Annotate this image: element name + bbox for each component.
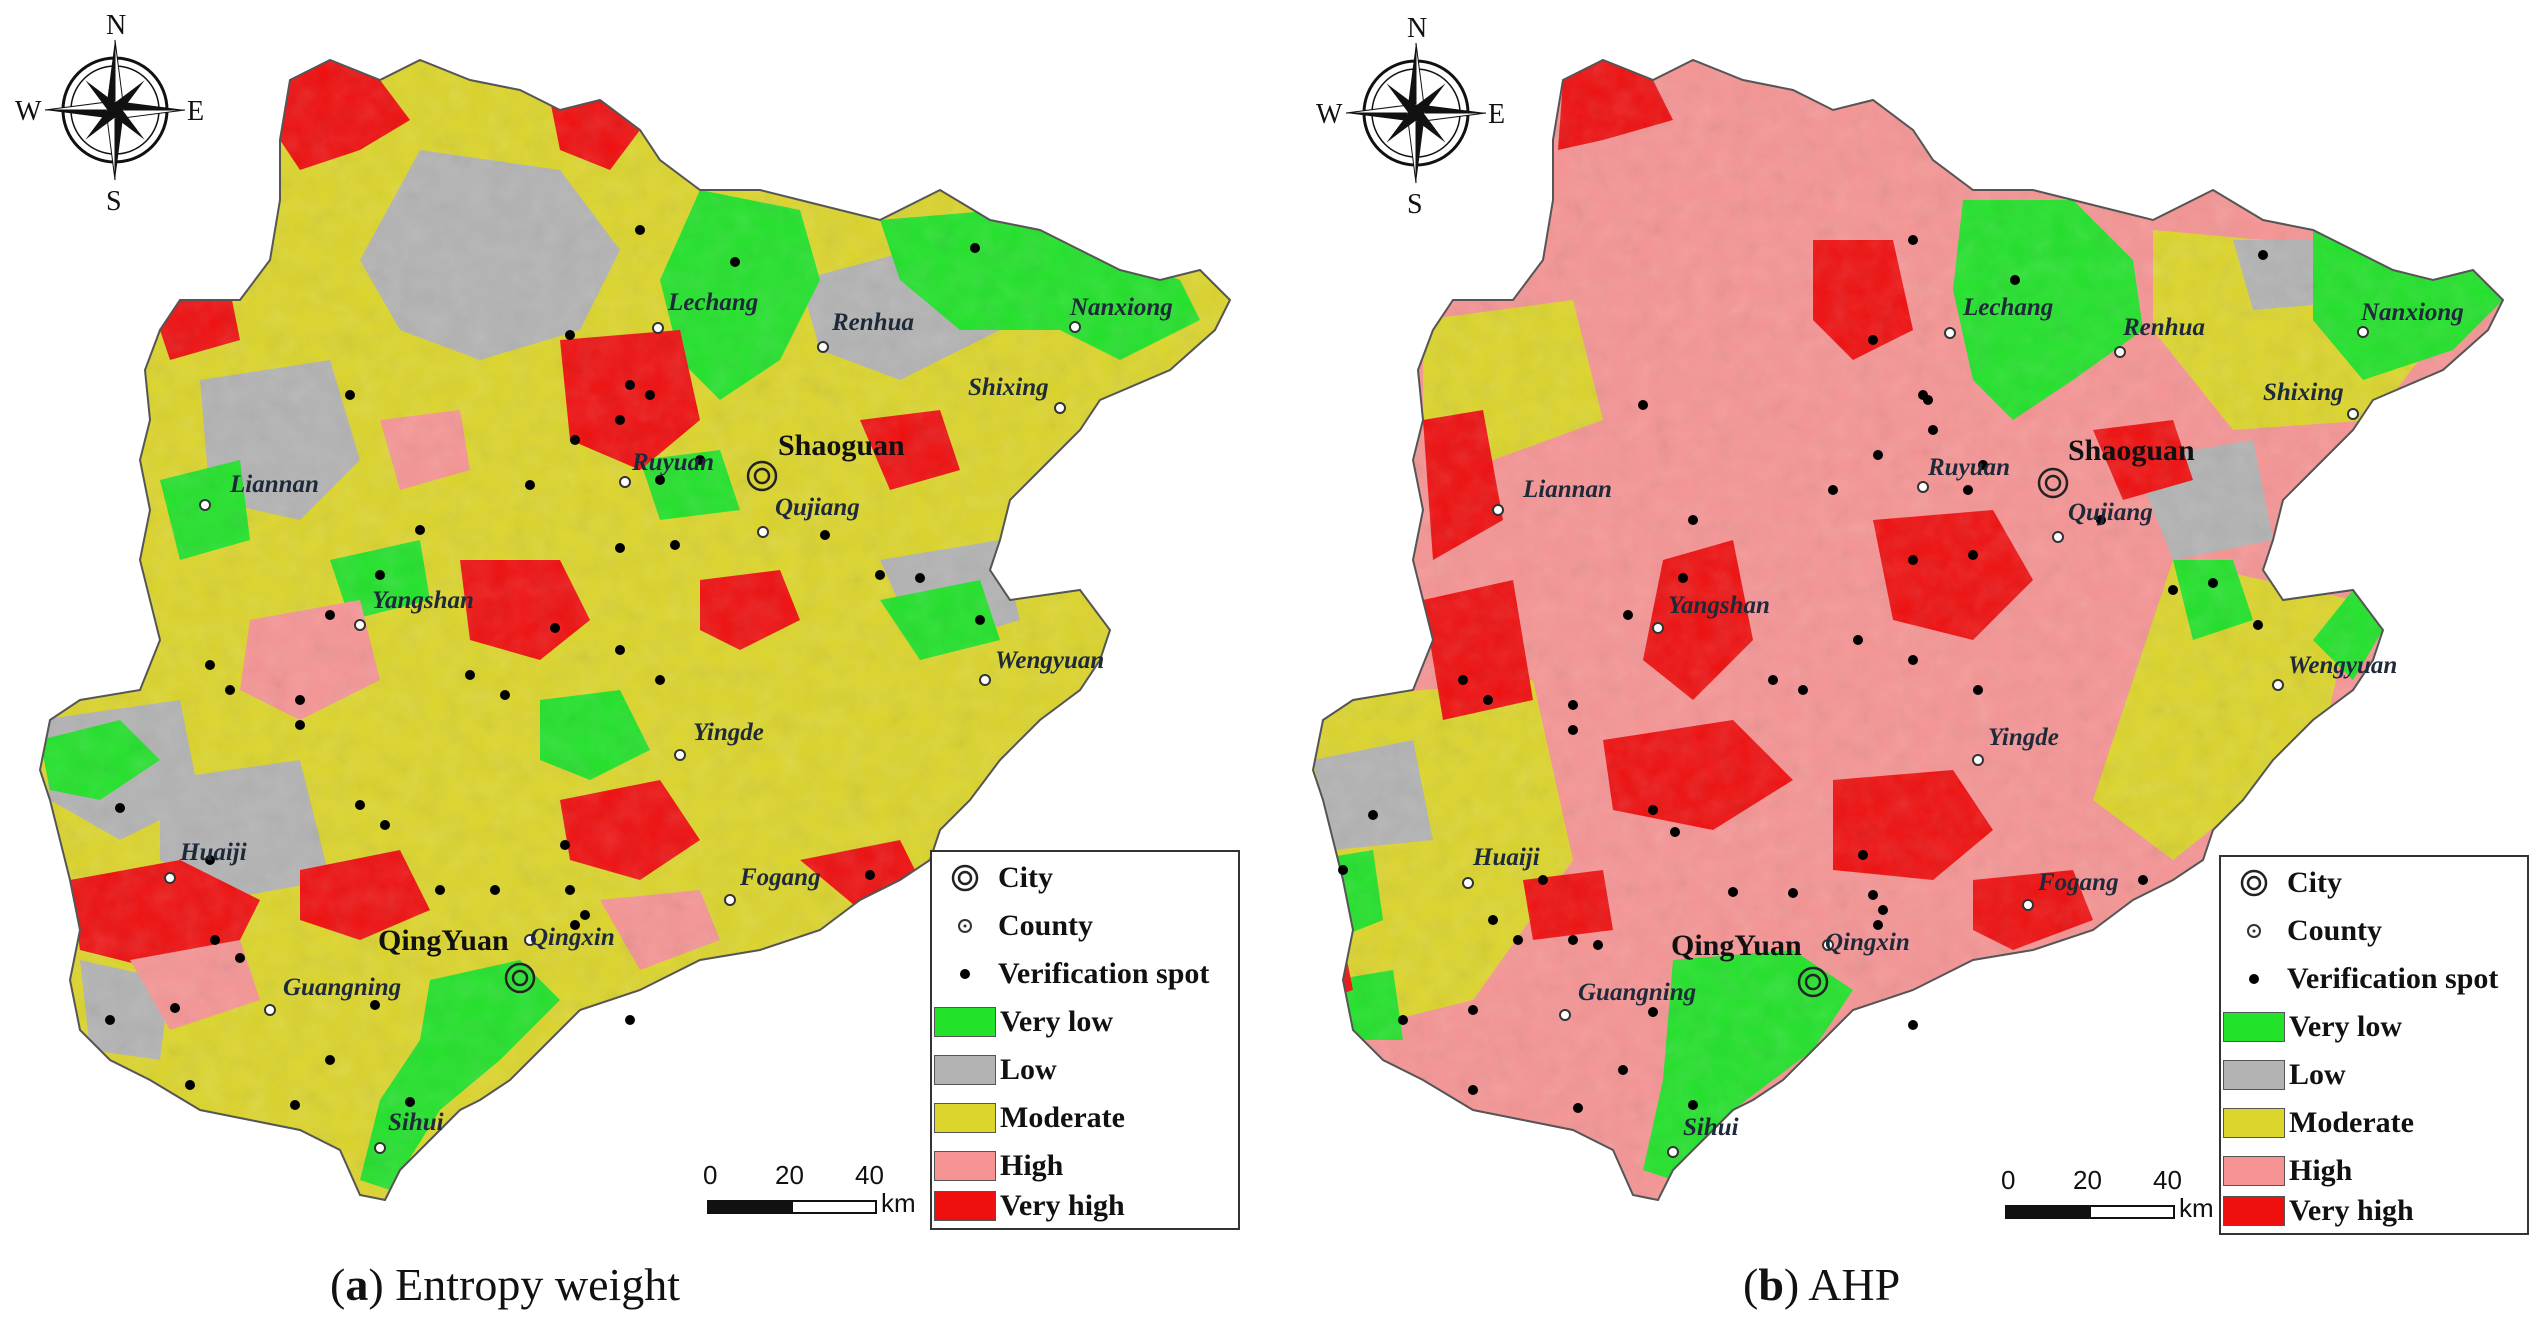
county-icon — [2247, 924, 2261, 938]
panel-ahp: Lechang Renhua Nanxiong Shixing Shaoguan… — [1273, 0, 2546, 1342]
legend-low: Low — [2221, 1051, 2346, 1099]
legend-moderate: Moderate — [932, 1094, 1125, 1142]
label-wengyuan: Wengyuan — [2288, 652, 2397, 679]
compass-rose-icon: N S E W — [1316, 13, 1505, 220]
compass-n: N — [106, 10, 126, 41]
legend: City County Verification spot Very low L… — [2219, 855, 2529, 1235]
label-ruyuan: Ruyuan — [631, 449, 714, 476]
county-markers — [164, 321, 1081, 1154]
verification-spot-icon — [960, 969, 970, 979]
label-lechang: Lechang — [667, 289, 758, 316]
label-lechang: Lechang — [1962, 294, 2053, 321]
label-sihui: Sihui — [1683, 1114, 1739, 1141]
label-ruyuan: Ruyuan — [1927, 454, 2010, 481]
caption-b: (b) AHP — [1743, 1259, 1901, 1310]
city-icon — [951, 864, 979, 892]
label-qingxin: Qingxin — [1825, 929, 1910, 956]
scale-bar: 0 20 40 km — [703, 1160, 916, 1218]
label-huaiji: Huaiji — [179, 839, 247, 866]
legend-moderate: Moderate — [2221, 1099, 2414, 1147]
label-liannan: Liannan — [1522, 476, 1612, 503]
label-shixing: Shixing — [968, 374, 1049, 401]
legend-very-low: Very low — [2221, 1003, 2402, 1051]
label-nanxiong: Nanxiong — [2360, 299, 2464, 326]
label-qingyuan: QingYuan — [378, 924, 509, 957]
compass-e: E — [187, 96, 204, 127]
legend-very-high: Very high — [2221, 1187, 2414, 1235]
label-qingxin: Qingxin — [530, 924, 615, 951]
city-icon — [2240, 869, 2268, 897]
label-fogang: Fogang — [2037, 869, 2119, 896]
label-shaoguan: Shaoguan — [778, 429, 905, 462]
label-guangning: Guangning — [283, 974, 401, 1001]
compass-s: S — [106, 186, 122, 217]
verification-spot-icon — [2249, 974, 2259, 984]
label-sihui: Sihui — [388, 1109, 444, 1136]
legend: City County Verification spot Very low L… — [930, 850, 1240, 1230]
city-markers — [504, 460, 778, 994]
compass-e: E — [1488, 99, 1505, 130]
label-yingde: Yingde — [1988, 724, 2059, 751]
legend-high: High — [932, 1142, 1063, 1190]
label-nanxiong: Nanxiong — [1069, 294, 1173, 321]
legend-county: County — [932, 902, 1093, 950]
county-markers — [1462, 326, 2369, 1158]
label-huaiji: Huaiji — [1472, 844, 1540, 871]
label-liannan: Liannan — [229, 471, 319, 498]
verification-spots — [1338, 235, 2268, 1113]
label-yingde: Yingde — [693, 719, 764, 746]
compass-rose-icon: N S E W — [15, 10, 204, 217]
label-shixing: Shixing — [2263, 379, 2344, 406]
legend-verification-spot: Verification spot — [2221, 955, 2498, 1003]
legend-verification-spot: Verification spot — [932, 950, 1209, 998]
legend-very-low: Very low — [932, 998, 1113, 1046]
label-yangshan: Yangshan — [372, 587, 474, 614]
label-qujiang: Qujiang — [2068, 499, 2153, 526]
label-renhua: Renhua — [2122, 314, 2205, 341]
label-fogang: Fogang — [739, 864, 821, 891]
panel-entropy-weight: Lechang Renhua Nanxiong Shixing Shaoguan… — [15, 10, 1240, 1310]
legend-very-high: Very high — [932, 1182, 1125, 1230]
label-yangshan: Yangshan — [1668, 592, 1770, 619]
city-markers — [1797, 467, 2069, 998]
legend-low: Low — [932, 1046, 1057, 1094]
county-icon — [958, 919, 972, 933]
compass-n: N — [1407, 13, 1427, 44]
label-qujiang: Qujiang — [775, 494, 860, 521]
label-shaoguan: Shaoguan — [2068, 434, 2195, 467]
legend-county: County — [2221, 907, 2382, 955]
verification-spots — [105, 225, 985, 1110]
caption-a: (a) Entropy weight — [330, 1259, 681, 1310]
legend-high: High — [2221, 1147, 2352, 1195]
compass-w: W — [1316, 99, 1343, 130]
compass-w: W — [15, 96, 42, 127]
label-qingyuan: QingYuan — [1671, 929, 1802, 962]
compass-s: S — [1407, 189, 1423, 220]
label-renhua: Renhua — [831, 309, 914, 336]
label-wengyuan: Wengyuan — [995, 647, 1104, 674]
scale-bar: 0 20 40 km — [2001, 1165, 2214, 1223]
legend-city: City — [2221, 859, 2342, 907]
label-guangning: Guangning — [1578, 979, 1696, 1006]
legend-city: City — [932, 854, 1053, 902]
